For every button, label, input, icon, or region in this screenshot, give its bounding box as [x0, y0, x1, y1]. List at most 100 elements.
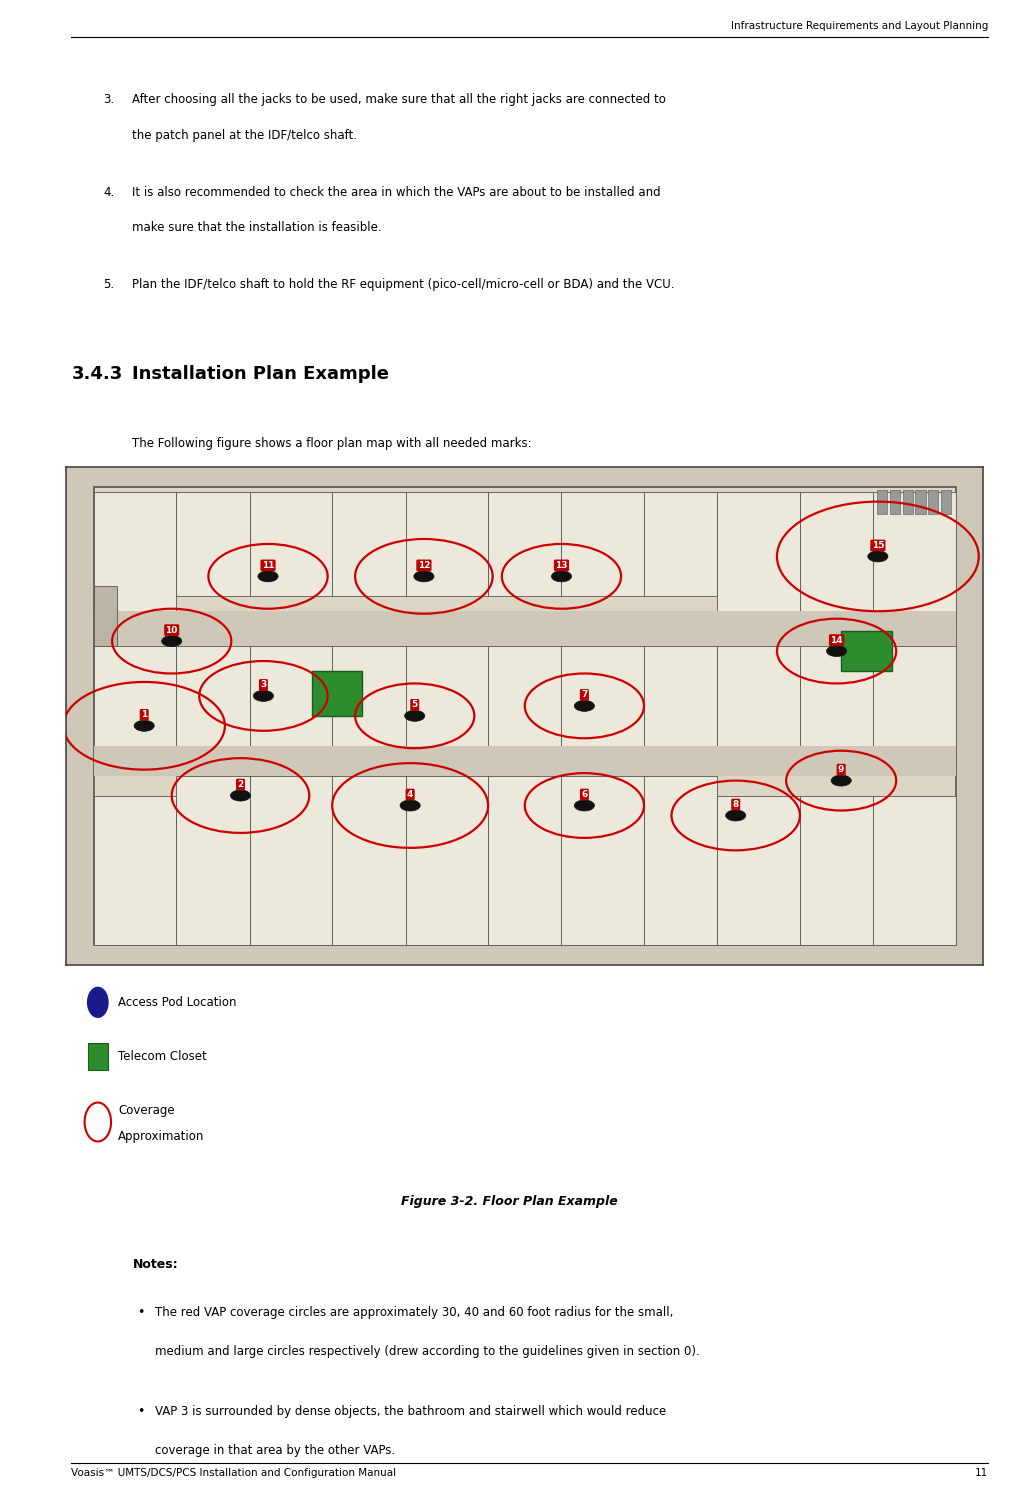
Bar	[800, 796, 873, 945]
Bar	[903, 491, 913, 515]
Text: 3.: 3.	[103, 93, 114, 106]
Text: make sure that the installation is feasible.: make sure that the installation is feasi…	[132, 221, 382, 235]
Text: Telecom Closet: Telecom Closet	[118, 1050, 207, 1062]
Bar	[176, 492, 250, 597]
Text: 11: 11	[975, 1468, 988, 1478]
Circle shape	[726, 809, 746, 821]
Bar	[644, 646, 717, 745]
Text: Figure 3-2. Floor Plan Example: Figure 3-2. Floor Plan Example	[401, 1195, 618, 1209]
Text: 2: 2	[237, 779, 244, 788]
Text: 11: 11	[262, 561, 274, 570]
Text: 10: 10	[165, 625, 178, 634]
Text: medium and large circles respectively (drew according to the guidelines given in: medium and large circles respectively (d…	[155, 1345, 700, 1358]
Bar	[644, 492, 717, 597]
Bar	[717, 796, 800, 945]
Bar	[332, 646, 406, 745]
Text: 5.: 5.	[103, 278, 114, 292]
Text: 3: 3	[260, 681, 267, 690]
Text: 5: 5	[412, 700, 418, 709]
Text: •: •	[138, 1306, 145, 1319]
Text: 13: 13	[555, 561, 568, 570]
Text: coverage in that area by the other VAPs.: coverage in that area by the other VAPs.	[155, 1444, 395, 1457]
Circle shape	[135, 720, 154, 732]
Circle shape	[254, 691, 273, 702]
Bar	[942, 491, 951, 515]
Text: Approximation: Approximation	[118, 1131, 205, 1143]
Bar	[94, 492, 176, 616]
Bar	[406, 646, 488, 745]
Text: 12: 12	[418, 561, 430, 570]
Bar	[176, 775, 250, 945]
Bar	[94, 745, 956, 775]
Text: 4: 4	[407, 790, 414, 799]
Bar	[88, 1043, 108, 1070]
Bar	[312, 672, 363, 717]
Bar	[488, 492, 561, 597]
Bar	[717, 492, 800, 616]
Text: 3.4.3: 3.4.3	[71, 365, 122, 383]
Bar	[406, 492, 488, 597]
Text: The Following figure shows a floor plan map with all needed marks:: The Following figure shows a floor plan …	[132, 437, 532, 450]
Bar	[873, 646, 956, 766]
Text: 9: 9	[838, 764, 845, 773]
Bar	[94, 612, 956, 646]
Bar	[644, 775, 717, 945]
Bar	[332, 775, 406, 945]
Text: 14: 14	[830, 636, 843, 645]
Text: 8: 8	[733, 800, 739, 809]
Circle shape	[575, 700, 594, 712]
Text: Voasis™ UMTS/DCS/PCS Installation and Configuration Manual: Voasis™ UMTS/DCS/PCS Installation and Co…	[71, 1468, 396, 1478]
Bar	[873, 796, 956, 945]
Circle shape	[575, 800, 594, 811]
Circle shape	[832, 775, 851, 785]
Text: Notes:: Notes:	[132, 1258, 178, 1272]
Bar	[488, 775, 561, 945]
Text: The red VAP coverage circles are approximately 30, 40 and 60 foot radius for the: The red VAP coverage circles are approxi…	[155, 1306, 674, 1319]
Bar	[800, 646, 873, 766]
Circle shape	[258, 571, 278, 582]
Bar	[250, 492, 332, 597]
Circle shape	[414, 571, 434, 582]
Text: After choosing all the jacks to be used, make sure that all the right jacks are : After choosing all the jacks to be used,…	[132, 93, 666, 106]
Bar	[890, 491, 900, 515]
Text: the patch panel at the IDF/telco shaft.: the patch panel at the IDF/telco shaft.	[132, 129, 358, 142]
Text: Plan the IDF/telco shaft to hold the RF equipment (pico-cell/micro-cell or BDA) : Plan the IDF/telco shaft to hold the RF …	[132, 278, 675, 292]
Circle shape	[405, 711, 425, 721]
Bar	[94, 586, 116, 646]
Bar	[94, 646, 176, 766]
Bar	[561, 775, 644, 945]
Text: 6: 6	[581, 790, 588, 799]
Bar	[561, 646, 644, 745]
Text: 7: 7	[581, 690, 588, 700]
Bar	[841, 631, 892, 672]
Bar	[877, 491, 887, 515]
Circle shape	[551, 571, 572, 582]
Bar	[873, 492, 956, 616]
Circle shape	[826, 646, 847, 657]
Bar	[176, 646, 250, 745]
Bar	[800, 492, 873, 616]
Text: VAP 3 is surrounded by dense objects, the bathroom and stairwell which would red: VAP 3 is surrounded by dense objects, th…	[155, 1405, 666, 1418]
Text: Access Pod Location: Access Pod Location	[118, 996, 236, 1008]
Bar	[717, 646, 800, 766]
Circle shape	[868, 551, 888, 562]
Bar	[915, 491, 925, 515]
Circle shape	[162, 636, 181, 646]
Text: It is also recommended to check the area in which the VAPs are about to be insta: It is also recommended to check the area…	[132, 186, 661, 199]
Bar	[928, 491, 938, 515]
Circle shape	[400, 800, 420, 811]
Bar	[561, 492, 644, 597]
Text: •: •	[138, 1405, 145, 1418]
Bar	[406, 775, 488, 945]
Bar	[250, 775, 332, 945]
Text: 1: 1	[141, 711, 148, 720]
Circle shape	[88, 987, 108, 1017]
Text: Installation Plan Example: Installation Plan Example	[132, 365, 389, 383]
Text: 4.: 4.	[103, 186, 114, 199]
Bar	[332, 492, 406, 597]
Bar	[94, 796, 176, 945]
Text: Coverage: Coverage	[118, 1104, 175, 1116]
Bar	[488, 646, 561, 745]
Circle shape	[230, 790, 251, 800]
Text: Infrastructure Requirements and Layout Planning: Infrastructure Requirements and Layout P…	[731, 21, 988, 31]
